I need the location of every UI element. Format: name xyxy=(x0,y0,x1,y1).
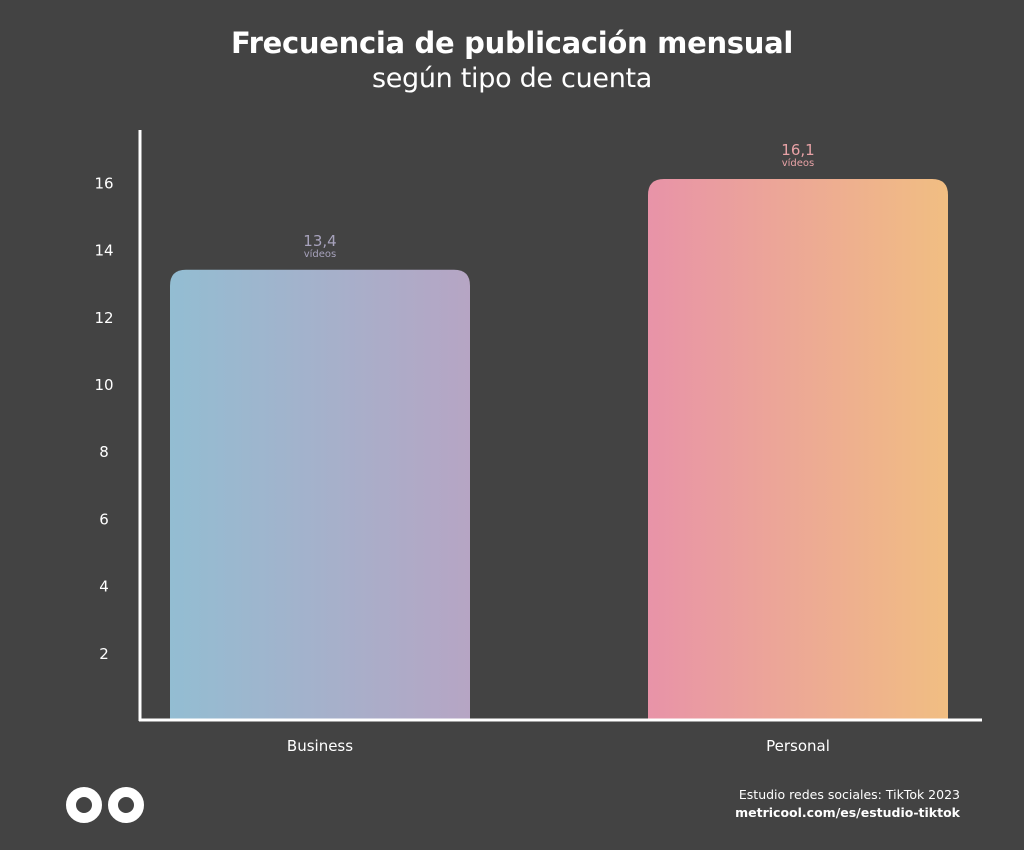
bar-business xyxy=(170,269,470,720)
y-tick-label: 6 xyxy=(99,510,109,528)
data-label-unit: vídeos xyxy=(304,248,337,260)
chart-title: Frecuencia de publicación mensual xyxy=(230,26,794,60)
metricool-logo-icon xyxy=(64,786,148,828)
y-tick-label: 16 xyxy=(94,174,113,192)
y-tick-label: 10 xyxy=(94,376,113,394)
footer-source: Estudio redes sociales: TikTok 2023 xyxy=(738,787,960,802)
y-tick-label: 2 xyxy=(99,645,109,663)
chart-subtitle: según tipo de cuenta xyxy=(371,63,653,94)
bar-personal xyxy=(648,179,948,721)
chart-title-block: Frecuencia de publicación mensual según … xyxy=(0,24,1024,96)
data-label-value: 16,1 xyxy=(781,141,814,159)
x-category-label: Business xyxy=(287,737,353,755)
y-tick-label: 14 xyxy=(94,242,113,260)
data-label-unit: vídeos xyxy=(782,157,815,169)
y-tick-label: 12 xyxy=(94,309,113,327)
y-tick-label: 4 xyxy=(99,578,109,596)
footer: Estudio redes sociales: TikTok 2023 metr… xyxy=(735,786,960,822)
x-category-label: Personal xyxy=(766,737,830,755)
y-tick-label: 8 xyxy=(99,443,109,461)
footer-url[interactable]: metricool.com/es/estudio-tiktok xyxy=(735,805,960,820)
data-label-value: 13,4 xyxy=(303,232,336,250)
